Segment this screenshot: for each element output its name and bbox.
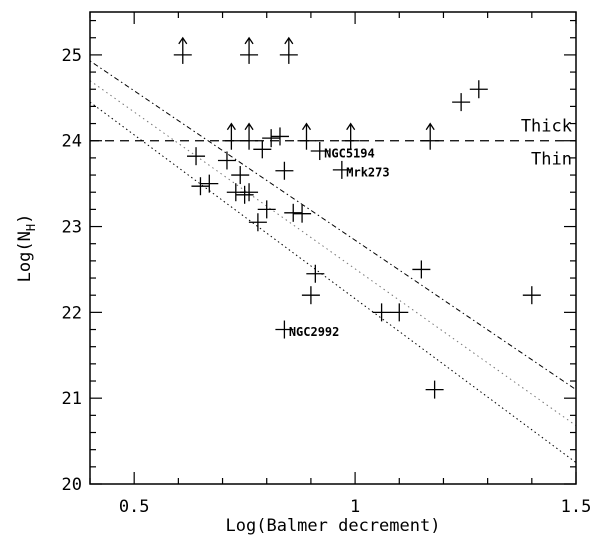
lower-limit-arrowhead bbox=[178, 36, 188, 45]
data-point bbox=[284, 203, 303, 222]
y-tick-label: 22 bbox=[62, 303, 82, 323]
data-point bbox=[522, 286, 541, 305]
x-tick-label: 1 bbox=[350, 497, 360, 517]
data-points bbox=[187, 80, 541, 399]
fit-line-dotted bbox=[90, 101, 576, 463]
lower-limit-arrowhead bbox=[284, 36, 294, 45]
y-axis-label-close: ) bbox=[15, 214, 35, 224]
thick-label: Thick bbox=[521, 117, 572, 137]
lower-limit-arrowhead bbox=[244, 122, 254, 131]
data-point bbox=[187, 147, 206, 166]
data-point bbox=[200, 174, 219, 193]
lower-limit-point bbox=[222, 122, 241, 150]
y-axis-label: Log(NH) bbox=[15, 214, 38, 283]
data-point bbox=[412, 260, 431, 279]
y-tick-label: 23 bbox=[62, 218, 82, 238]
lower-limit-point bbox=[240, 36, 259, 64]
data-point bbox=[248, 213, 267, 232]
data-point bbox=[257, 200, 276, 219]
data-point bbox=[275, 161, 294, 180]
y-tick-label: 21 bbox=[62, 389, 82, 409]
y-tick-label: 25 bbox=[62, 46, 82, 66]
plot-frame bbox=[89, 11, 577, 485]
lower-limit-arrowhead bbox=[301, 122, 312, 131]
y-axis-label-main: Log(N bbox=[15, 231, 35, 282]
x-tick-label: 1.5 bbox=[561, 497, 592, 517]
data-point bbox=[425, 380, 444, 399]
data-point bbox=[253, 140, 272, 159]
data-point bbox=[452, 93, 471, 112]
x-tick-label: 0.5 bbox=[119, 497, 150, 517]
tick-labels: 0.5 1 1.5 20 21 22 23 24 25 bbox=[62, 46, 592, 517]
lower-limit-point bbox=[240, 122, 259, 150]
data-point bbox=[262, 129, 281, 148]
data-point bbox=[332, 160, 351, 179]
y-tick-label: 20 bbox=[62, 475, 82, 495]
lower-limit-point bbox=[297, 122, 316, 150]
fit-line-dotted-light bbox=[90, 80, 576, 427]
lower-limit-arrowhead bbox=[346, 122, 356, 131]
data-point bbox=[293, 204, 312, 223]
data-point bbox=[469, 80, 488, 99]
lower-limit-arrowhead bbox=[226, 122, 236, 131]
axis-ticks bbox=[89, 12, 577, 485]
lower-limit-point bbox=[173, 36, 192, 64]
lower-limit-point bbox=[421, 122, 440, 150]
data-point bbox=[301, 286, 320, 305]
data-point bbox=[217, 151, 236, 170]
data-point bbox=[310, 142, 329, 161]
annotation-label: NGC2992 bbox=[289, 325, 340, 339]
fit-lines bbox=[90, 60, 576, 463]
fit-line-dash-dot bbox=[90, 60, 576, 391]
data-point bbox=[306, 264, 325, 283]
y-axis-label-subscript: H bbox=[24, 224, 38, 231]
y-tick-label: 24 bbox=[62, 132, 82, 152]
lower-limit-point bbox=[341, 122, 360, 150]
annotation-label: NGC5194 bbox=[324, 147, 375, 161]
data-point bbox=[270, 127, 289, 146]
annotation-label: Mrk273 bbox=[346, 165, 389, 179]
thin-label: Thin bbox=[531, 150, 572, 170]
data-point bbox=[231, 166, 250, 185]
data-point bbox=[390, 303, 409, 322]
annotations: NGC5194 Mrk273 NGC2992 bbox=[289, 147, 390, 340]
x-axis-label: Log(Balmer decrement) bbox=[226, 516, 441, 536]
data-point bbox=[240, 183, 259, 202]
lower-limit-points bbox=[173, 36, 440, 150]
data-point bbox=[372, 303, 391, 322]
lower-limit-arrowhead bbox=[425, 122, 435, 131]
lower-limit-arrowhead bbox=[244, 36, 254, 45]
data-point bbox=[235, 185, 254, 204]
data-point bbox=[191, 177, 210, 196]
data-point bbox=[275, 320, 294, 339]
lower-limit-point bbox=[279, 36, 298, 64]
